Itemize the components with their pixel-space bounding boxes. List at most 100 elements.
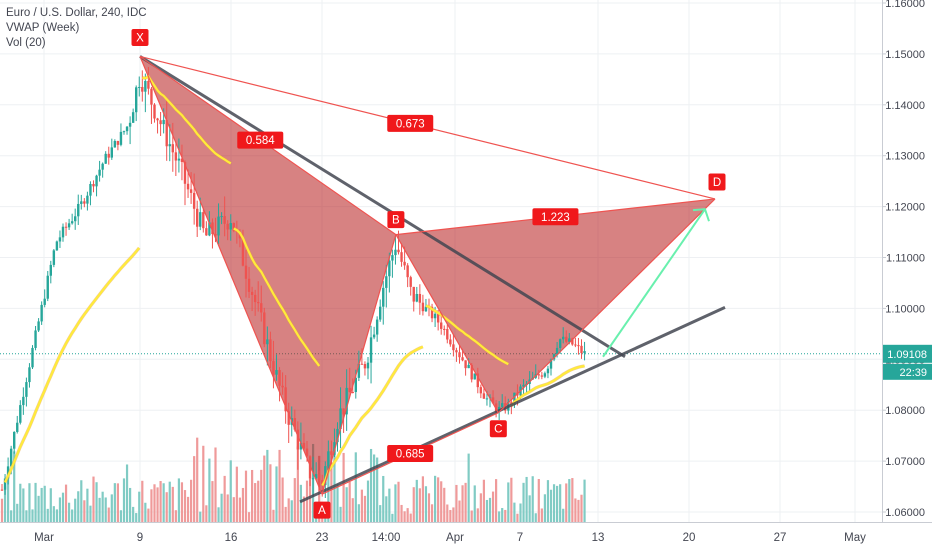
price-axis[interactable]: 1.16000 1.15000 1.14000 1.13000 1.12000 1.110… (882, 0, 932, 522)
candle-body (37, 321, 40, 331)
vwap-shadow (3, 246, 141, 484)
candle-body (269, 339, 272, 362)
candle-body (43, 298, 46, 305)
candle (229, 214, 232, 241)
price-tick-label: 1.06000 (885, 507, 925, 519)
volume-bar (427, 493, 431, 522)
candle-body (13, 431, 16, 449)
candle (180, 144, 184, 181)
volume-bar (196, 437, 199, 522)
candle-body (379, 306, 382, 320)
candle-body (80, 201, 83, 204)
candle (479, 384, 483, 399)
time-tick-label: Apr (446, 532, 464, 544)
candle (92, 180, 95, 193)
candle-body (214, 234, 217, 236)
volume-bar (534, 513, 537, 522)
candle-body (391, 255, 394, 261)
point-label-b: B (387, 211, 405, 229)
volume-bar (351, 498, 354, 522)
volume-bar (495, 479, 498, 522)
candle-body (458, 352, 461, 358)
volume-bar (98, 497, 101, 522)
volume-bar (43, 485, 46, 522)
candle (16, 415, 19, 434)
projection-head (692, 208, 710, 222)
volume-bar (440, 481, 443, 522)
volume-bar (348, 481, 351, 522)
candle (385, 264, 388, 308)
candle-body (275, 370, 278, 375)
candle (272, 340, 275, 389)
candle-body (436, 313, 440, 323)
candle-body (19, 405, 22, 423)
candle-body (3, 478, 7, 490)
time-axis[interactable]: Mar 9 16 23 14:00 Apr 7 13 20 27 May (0, 522, 932, 545)
volume-bar (369, 448, 373, 522)
volume-bar (244, 470, 248, 522)
candle-body (34, 330, 37, 348)
vwap-segment (510, 364, 585, 407)
candle-body (244, 265, 248, 279)
candle-body (287, 411, 290, 425)
candle (406, 263, 409, 288)
vwap-legend[interactable]: VWAP (Week) (6, 22, 80, 34)
candle (98, 160, 101, 182)
candle-body (351, 391, 354, 393)
point-label-a-text: A (318, 505, 326, 517)
volume-bar (211, 481, 214, 522)
volume-bar (138, 491, 141, 522)
candle (174, 141, 178, 176)
candle-body (440, 322, 443, 329)
candle-body (357, 363, 361, 378)
volume-bar (461, 485, 464, 522)
candle-body (141, 86, 144, 92)
candle-body (28, 367, 31, 383)
candle (440, 314, 443, 335)
price-tick-label: 1.12000 (885, 202, 925, 214)
volume-bar (467, 453, 470, 522)
candle-body (479, 387, 483, 394)
candle-body (9, 448, 13, 467)
candle (3, 474, 7, 495)
volume-bar (455, 484, 458, 522)
candle-body (260, 303, 263, 313)
volume-bar (446, 504, 449, 522)
candle (345, 369, 348, 431)
volume-bar (403, 511, 406, 522)
candle-body (375, 319, 379, 335)
candle-body (253, 294, 257, 303)
candle-body (250, 291, 254, 295)
candle (156, 117, 159, 134)
candle (22, 387, 25, 415)
candle-body (16, 422, 19, 432)
volume-bar (366, 480, 370, 522)
volume-bar (302, 496, 306, 522)
volume-bar (3, 486, 7, 522)
volume-bar (247, 512, 251, 522)
symbol-title[interactable]: Euro / U.S. Dollar, 240, IDC (6, 7, 147, 19)
candle (284, 375, 287, 424)
candle-body (372, 334, 376, 338)
candle-body (501, 403, 504, 407)
volume-bar (546, 480, 550, 522)
volume-bar (336, 483, 339, 522)
volume-bar (260, 469, 263, 522)
volume-bar (501, 508, 504, 522)
volume-bar (498, 511, 501, 522)
time-tick-label: 13 (592, 532, 605, 544)
volume-legend[interactable]: Vol (20) (6, 37, 46, 49)
price-tick-label: 1.11000 (886, 253, 925, 265)
candle-body (107, 153, 110, 158)
volume-bar (165, 492, 168, 522)
volume-bar (293, 478, 296, 522)
volume-bar (434, 475, 437, 522)
candle-body (555, 347, 559, 355)
time-tick-label: 9 (137, 532, 143, 544)
candle (165, 100, 168, 161)
candle-body (177, 158, 181, 161)
candle (113, 139, 117, 148)
candle-body (125, 126, 129, 132)
volume-bar (31, 509, 34, 522)
